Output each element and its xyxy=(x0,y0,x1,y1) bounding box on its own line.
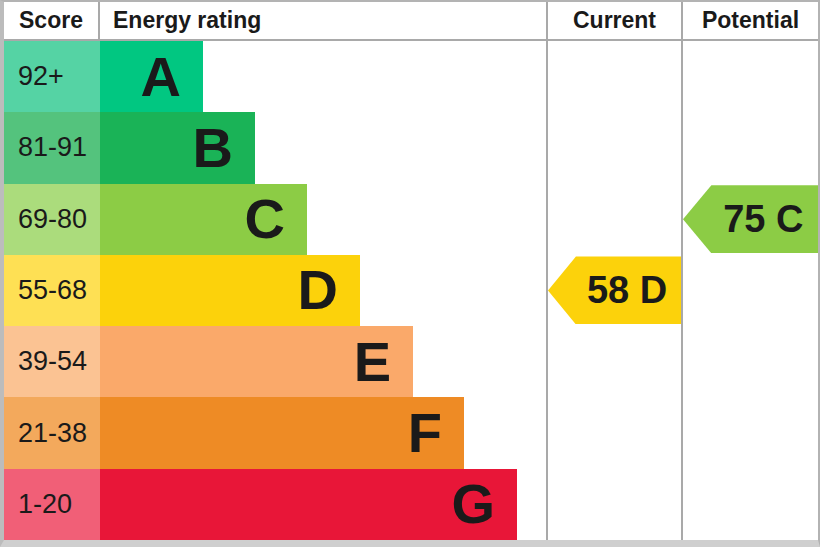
potential-rating-label: 75 C xyxy=(723,198,803,241)
potential-column-cell xyxy=(681,41,818,112)
band-row-c: 69-80 C 75 C xyxy=(4,184,818,255)
band-row-a: 92+ A xyxy=(4,41,818,112)
chart-header-row: Score Energy rating Current Potential xyxy=(4,2,818,41)
current-column-cell xyxy=(546,469,681,540)
score-column-header: Score xyxy=(4,2,100,39)
epc-rating-chart: Score Energy rating Current Potential 92… xyxy=(0,0,820,547)
current-rating-arrow: 58 D xyxy=(548,256,681,324)
current-rating-label: 58 D xyxy=(587,269,667,312)
current-column-cell: 58 D xyxy=(546,255,681,326)
band-letter-a: A xyxy=(141,49,181,105)
score-range-a: 92+ xyxy=(4,41,100,112)
current-column-cell xyxy=(546,41,681,112)
band-bar-b: B xyxy=(100,112,255,183)
band-bar-d: D xyxy=(100,255,360,326)
current-column-cell xyxy=(546,184,681,255)
current-column-cell xyxy=(546,112,681,183)
potential-column-header: Potential xyxy=(681,2,818,39)
band-letter-d: D xyxy=(298,262,338,318)
score-range-c: 69-80 xyxy=(4,184,100,255)
potential-column-cell xyxy=(681,326,818,397)
score-range-f: 21-38 xyxy=(4,397,100,468)
current-column-cell xyxy=(546,397,681,468)
potential-column-cell xyxy=(681,112,818,183)
band-row-b: 81-91 B xyxy=(4,112,818,183)
bar-area-f: F xyxy=(100,397,546,468)
band-bar-e: E xyxy=(100,326,413,397)
current-column-header: Current xyxy=(546,2,681,39)
potential-column-cell xyxy=(681,255,818,326)
band-letter-e: E xyxy=(354,334,391,390)
potential-column-cell xyxy=(681,469,818,540)
bar-area-a: A xyxy=(100,41,546,112)
band-bar-a: A xyxy=(100,41,203,112)
band-bar-c: C xyxy=(100,184,307,255)
band-letter-c: C xyxy=(245,191,285,247)
bar-area-c: C xyxy=(100,184,546,255)
potential-column-cell xyxy=(681,397,818,468)
bar-area-d: D xyxy=(100,255,546,326)
band-row-d: 55-68 D 58 D xyxy=(4,255,818,326)
band-bar-g: G xyxy=(100,469,517,540)
band-row-f: 21-38 F xyxy=(4,397,818,468)
current-column-cell xyxy=(546,326,681,397)
score-range-b: 81-91 xyxy=(4,112,100,183)
band-letter-f: F xyxy=(408,405,442,461)
bar-area-b: B xyxy=(100,112,546,183)
score-range-e: 39-54 xyxy=(4,326,100,397)
band-letter-b: B xyxy=(193,120,233,176)
band-letter-g: G xyxy=(451,476,495,532)
band-row-g: 1-20 G xyxy=(4,469,818,540)
energy-rating-column-header: Energy rating xyxy=(100,2,546,39)
band-row-e: 39-54 E xyxy=(4,326,818,397)
score-range-d: 55-68 xyxy=(4,255,100,326)
bar-area-g: G xyxy=(100,469,546,540)
potential-column-cell: 75 C xyxy=(681,184,818,255)
band-bar-f: F xyxy=(100,397,464,468)
score-range-g: 1-20 xyxy=(4,469,100,540)
band-rows: 92+ A 81-91 B 69-80 C 75 C 55-68 D 58 D 39-54 E 21-3… xyxy=(4,41,818,540)
bar-area-e: E xyxy=(100,326,546,397)
potential-rating-arrow: 75 C xyxy=(683,185,818,253)
